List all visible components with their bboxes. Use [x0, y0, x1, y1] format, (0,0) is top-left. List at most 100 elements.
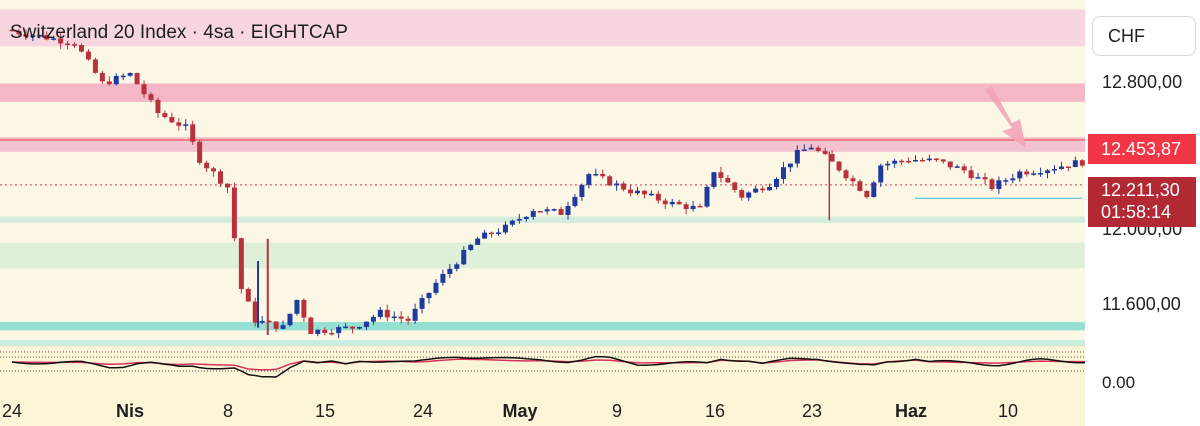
x-tick-label: 23: [801, 401, 823, 421]
candle-body: [537, 211, 543, 213]
x-tick-label: 16: [704, 401, 726, 421]
candle-body: [913, 160, 918, 162]
candle-body: [871, 182, 877, 198]
current-price-tag: 12.211,30 01:58:14: [1088, 177, 1196, 227]
candle-body: [37, 35, 43, 37]
x-tick-label: 24: [1, 401, 23, 421]
candle-body: [954, 166, 960, 168]
candle-body: [16, 31, 22, 35]
candle-body: [419, 298, 425, 309]
candle-body: [558, 209, 564, 215]
chart-canvas[interactable]: [0, 0, 1085, 426]
candle-body: [843, 170, 849, 179]
candle-body: [926, 158, 932, 161]
candle-body: [829, 154, 835, 162]
x-tick-label: 9: [611, 401, 623, 421]
candle-body: [676, 201, 682, 205]
candle-body: [593, 173, 599, 176]
currency-button[interactable]: CHF: [1092, 16, 1196, 56]
candle-body: [641, 190, 647, 195]
candle-body: [231, 187, 237, 239]
candle-body: [760, 188, 766, 191]
candle-body: [79, 45, 84, 52]
candle-body: [836, 161, 842, 171]
chart-title: Switzerland 20 Index · 4sa · EIGHTCAP: [10, 22, 348, 43]
candle-body: [259, 320, 265, 323]
candle-body: [864, 190, 870, 198]
candle-body: [190, 124, 196, 142]
candle-body: [899, 160, 905, 163]
candle-body: [183, 124, 189, 126]
price-zone: [0, 9, 1085, 47]
candle-body: [384, 309, 390, 318]
candle-body: [892, 160, 898, 164]
chart-area[interactable]: Switzerland 20 Index · 4sa · EIGHTCAP: [0, 0, 1085, 426]
candle-body: [1065, 166, 1071, 168]
candle-body: [224, 183, 230, 188]
candle-body: [329, 332, 335, 335]
candle-body: [662, 200, 668, 205]
candle-body: [739, 190, 745, 198]
candle-body: [822, 150, 828, 155]
candle-body: [350, 326, 356, 329]
chart-background: [0, 0, 1085, 346]
candle-body: [134, 73, 140, 85]
candle-body: [447, 268, 453, 274]
candle-body: [1072, 160, 1078, 168]
arrow-annotation: [985, 86, 1026, 148]
candle-body: [989, 179, 995, 190]
candle-body: [1003, 180, 1009, 182]
candle-body: [252, 301, 258, 323]
price-zone: [0, 216, 1085, 224]
candle-body: [85, 51, 91, 60]
candle-body: [725, 177, 731, 183]
candle-body: [280, 325, 286, 329]
candle-body: [211, 168, 217, 172]
candle-body: [996, 180, 1002, 190]
price-zone: [0, 340, 1085, 346]
candle-body: [1010, 178, 1016, 181]
candle-body: [370, 316, 376, 322]
candle-body: [1058, 166, 1064, 170]
candle-body: [44, 35, 50, 40]
candle-body: [746, 192, 752, 198]
candle-body: [287, 313, 293, 326]
candle-body: [947, 161, 953, 168]
candle-body: [906, 160, 912, 163]
x-tick-label: May: [502, 401, 538, 421]
candle-body: [412, 308, 418, 321]
candle-body: [732, 182, 738, 191]
price-zone: [0, 83, 1085, 102]
candle-body: [711, 172, 717, 187]
candle-body: [496, 232, 501, 235]
candle-body: [9, 29, 15, 32]
candle-body: [516, 219, 522, 221]
candle-body: [704, 186, 710, 207]
candle-body: [1031, 173, 1037, 175]
candle-body: [753, 188, 759, 193]
price-tick-12800: 12.800,00: [1102, 72, 1183, 92]
candle-body: [940, 159, 946, 162]
candle-body: [391, 316, 397, 319]
candle-body: [92, 59, 98, 73]
candle-body: [975, 177, 981, 179]
candle-body: [530, 211, 536, 217]
candle-body: [718, 172, 724, 178]
candle-body: [572, 196, 578, 206]
candle-body: [343, 326, 349, 329]
candle-body: [1045, 170, 1051, 174]
candle-body: [1079, 160, 1085, 166]
candle-body: [176, 122, 182, 126]
candle-body: [600, 173, 606, 177]
candle-body: [426, 292, 432, 299]
candle-body: [266, 320, 272, 323]
candle-body: [648, 193, 654, 196]
candle-body: [767, 186, 773, 191]
last-price-tag: 12.453,87: [1088, 134, 1196, 164]
candle-body: [635, 190, 640, 194]
candle-body: [377, 309, 383, 317]
candle-body: [697, 205, 703, 208]
x-tick-label: 10: [997, 401, 1019, 421]
candle-body: [1017, 171, 1023, 179]
x-tick-label: Nis: [115, 401, 145, 421]
